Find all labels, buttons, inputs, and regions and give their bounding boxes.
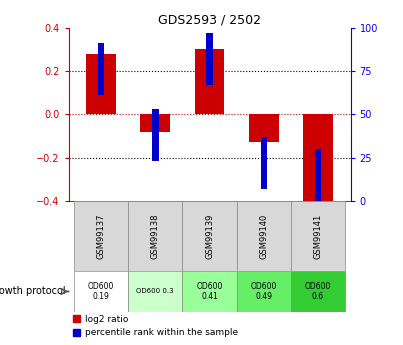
Bar — [98, 43, 104, 95]
Text: OD600
0.49: OD600 0.49 — [251, 282, 277, 301]
Text: GSM99141: GSM99141 — [314, 213, 322, 259]
Text: OD600 0.3: OD600 0.3 — [137, 288, 174, 295]
Text: OD600
0.6: OD600 0.6 — [305, 282, 331, 301]
Bar — [291, 271, 345, 312]
Bar — [74, 201, 128, 271]
Bar — [237, 271, 291, 312]
Bar — [291, 201, 345, 271]
Bar — [183, 201, 237, 271]
Bar — [237, 201, 291, 271]
Text: GSM99138: GSM99138 — [151, 213, 160, 259]
Bar — [140, 114, 170, 131]
Bar — [183, 271, 237, 312]
Text: OD600
0.19: OD600 0.19 — [88, 282, 114, 301]
Legend: log2 ratio, percentile rank within the sample: log2 ratio, percentile rank within the s… — [73, 315, 238, 337]
Bar — [86, 53, 116, 114]
Bar — [128, 271, 183, 312]
Bar — [249, 114, 279, 142]
Bar — [74, 271, 128, 312]
Bar — [195, 49, 224, 114]
Text: growth protocol: growth protocol — [0, 286, 66, 296]
Bar — [152, 109, 158, 161]
Text: GSM99139: GSM99139 — [205, 213, 214, 259]
Text: GSM99137: GSM99137 — [97, 213, 106, 259]
Bar — [303, 114, 333, 201]
Bar — [206, 33, 213, 85]
Text: GSM99140: GSM99140 — [259, 213, 268, 259]
Bar — [261, 137, 267, 189]
Bar — [128, 201, 183, 271]
Bar — [315, 149, 321, 201]
Text: OD600
0.41: OD600 0.41 — [196, 282, 223, 301]
Title: GDS2593 / 2502: GDS2593 / 2502 — [158, 13, 261, 27]
